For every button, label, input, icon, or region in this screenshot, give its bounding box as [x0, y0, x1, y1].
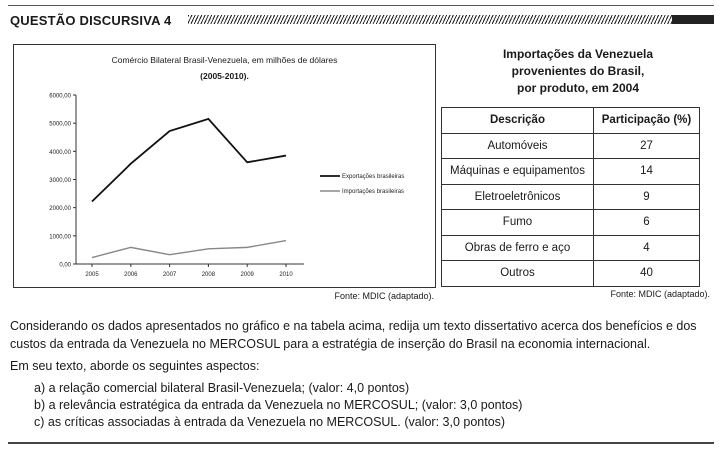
x-tick-label: 2008 — [202, 272, 216, 278]
cell-description: Eletroeletrônicos — [441, 183, 594, 210]
table-title-line: por produto, em 2004 — [516, 81, 640, 95]
cell-share: 40 — [593, 260, 700, 287]
chart-source: Fonte: MDIC (adaptado). — [334, 291, 434, 301]
list-item: c) as críticas associadas à entrada da V… — [34, 415, 506, 429]
question-instruction: Em seu texto, aborde os seguintes aspect… — [10, 359, 260, 373]
legend-label: Importações brasileiras — [342, 189, 404, 195]
x-tick-label: 2010 — [279, 272, 293, 278]
line-chart: 0,00 1000,00 2000,00 3000,00 4000,00 5000,00 6… — [49, 94, 404, 279]
hatch-decoration — [188, 15, 714, 24]
cell-description: Fumo — [441, 209, 594, 236]
bottom-rule — [8, 442, 714, 444]
series-line-exportacoes — [91, 117, 287, 203]
question-title: QUESTÃO DISCURSIVA 4 — [10, 13, 172, 28]
x-tick-label: 2006 — [124, 272, 138, 278]
table-title-line: Importações da Venezuela — [502, 47, 654, 61]
list-item: b) a relevância estratégica da entrada d… — [34, 398, 523, 412]
chart-frame: Comércio Bilateral Brasil-Venezuela, em … — [13, 44, 436, 288]
question-paragraph: Considerando os dados apresentados no gr… — [10, 319, 697, 351]
table-header-row: Descrição Participação (%) — [441, 107, 700, 134]
series-line-importacoes — [91, 239, 287, 259]
chart-title-line2: (2005-2010). — [200, 71, 249, 81]
cell-description: Outros — [441, 260, 594, 287]
y-tick-label: 6000,00 — [49, 94, 71, 100]
x-tick-label: 2007 — [163, 272, 177, 278]
table-row: Fumo 6 — [441, 209, 700, 236]
table-row: Eletroeletrônicos 9 — [441, 183, 700, 210]
cell-share: 9 — [593, 183, 700, 210]
y-tick-label: 2000,00 — [49, 206, 71, 212]
product-table: Descrição Participação (%) Automóveis 27 … — [441, 107, 700, 287]
y-tick-label: 3000,00 — [49, 178, 71, 184]
table-row: Máquinas e equipamentos 14 — [441, 158, 700, 185]
list-item: a) a relação comercial bilateral Brasil-… — [34, 381, 410, 395]
table-row: Automóveis 27 — [441, 132, 700, 159]
x-tick-label: 2005 — [85, 272, 99, 278]
table-source: Fonte: MDIC (adaptado). — [610, 289, 710, 299]
cell-share: 6 — [593, 209, 700, 236]
cell-description: Obras de ferro e aço — [441, 234, 594, 261]
y-tick-label: 5000,00 — [49, 122, 71, 128]
y-tick-label: 0,00 — [59, 263, 71, 269]
cell-share: 14 — [593, 158, 700, 185]
cell-share: 27 — [593, 132, 700, 159]
hatch-decoration-end — [672, 15, 714, 24]
legend-label: Exportações brasileiras — [342, 174, 404, 180]
y-tick-label: 1000,00 — [49, 234, 71, 240]
chart-title-line1: Comércio Bilateral Brasil-Venezuela, em … — [111, 55, 338, 65]
table-row: Outros 40 — [441, 260, 700, 287]
x-tick-label: 2009 — [241, 272, 255, 278]
header-description: Descrição — [441, 107, 594, 134]
cell-description: Máquinas e equipamentos — [441, 158, 594, 185]
top-rule — [8, 5, 714, 6]
header-share: Participação (%) — [593, 107, 700, 134]
cell-description: Automóveis — [441, 132, 594, 159]
aspect-list: a) a relação comercial bilateral Brasil-… — [34, 380, 522, 431]
table-title-line: provenientes do Brasil, — [511, 64, 645, 78]
y-tick-label: 4000,00 — [49, 150, 71, 156]
table-row: Obras de ferro e aço 4 — [441, 234, 700, 261]
cell-share: 4 — [593, 234, 700, 261]
table-title: Importações da Venezuela provenientes do… — [440, 46, 716, 97]
